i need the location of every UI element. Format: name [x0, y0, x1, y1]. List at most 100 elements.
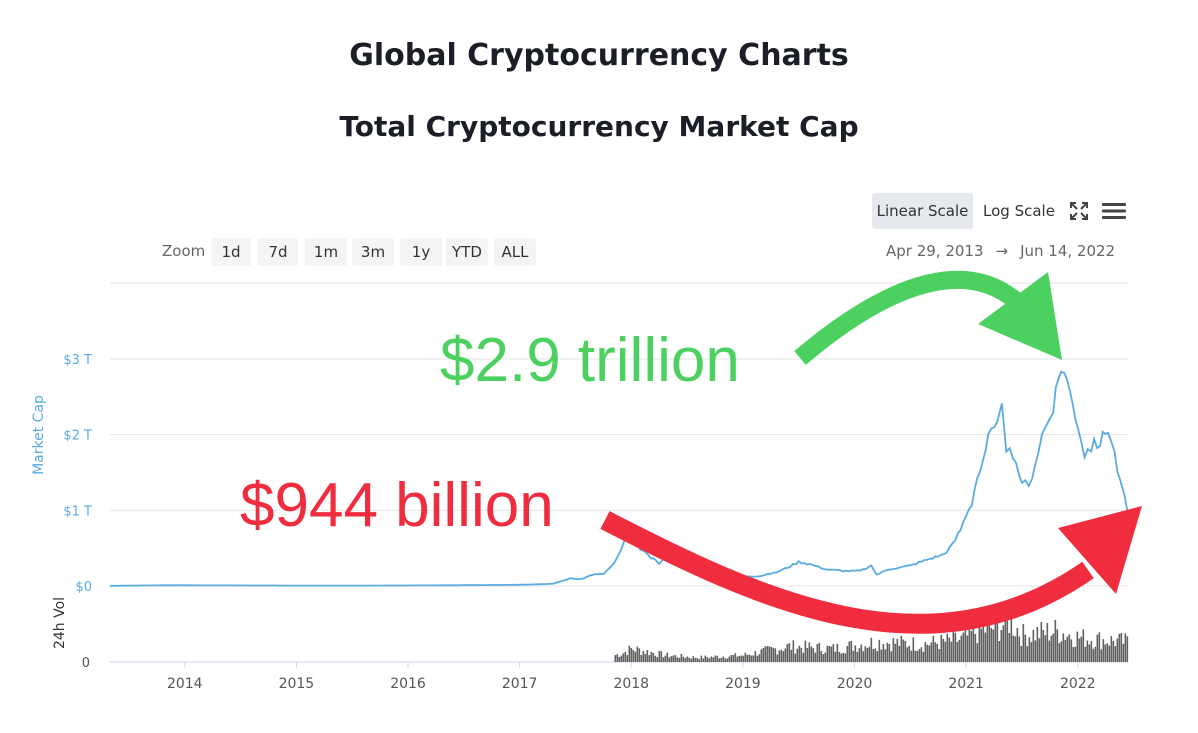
volume-bar [1096, 634, 1099, 662]
volume-bar [672, 655, 675, 662]
volume-bar [644, 653, 647, 662]
volume-bar [964, 628, 967, 662]
volume-axis-title: 24h Vol [52, 597, 68, 649]
volume-bar [1108, 645, 1111, 662]
volume-bar [990, 628, 993, 662]
volume-bar [934, 642, 937, 662]
volume-bar [636, 646, 639, 662]
volume-bar [674, 655, 677, 662]
volume-bar [878, 639, 881, 662]
volume-bar [698, 659, 701, 662]
volume-bar [958, 640, 961, 662]
volume-bar [754, 651, 757, 662]
range-to[interactable]: Jun 14, 2022 [1020, 242, 1116, 260]
volume-bar [1110, 636, 1113, 662]
volume-bar [676, 657, 679, 662]
volume-bar [1086, 640, 1089, 662]
volume-bar [848, 641, 851, 662]
volume-bar [1052, 633, 1055, 662]
volume-bar [838, 651, 841, 662]
x-tick-label: 2015 [279, 676, 315, 692]
volume-bar [678, 657, 681, 662]
green-arrow-shaft [794, 270, 1021, 365]
zoom-button-1d[interactable]: 1d [211, 238, 251, 266]
linear-scale-button[interactable]: Linear Scale [872, 193, 973, 229]
volume-bar [858, 648, 861, 662]
volume-bar [1042, 629, 1045, 662]
volume-bar [778, 650, 781, 662]
volume-bar [704, 655, 707, 662]
volume-bar [924, 642, 927, 662]
volume-bar [1022, 623, 1025, 662]
volume-bar [1040, 621, 1043, 662]
range-from[interactable]: Apr 29, 2013 [886, 242, 984, 260]
volume-bar [920, 647, 923, 662]
volume-bar [700, 655, 703, 662]
volume-bar [968, 623, 971, 662]
volume-bar [616, 654, 619, 662]
volume-bar [1062, 633, 1065, 662]
volume-bar [722, 656, 725, 662]
volume-bar [788, 643, 791, 662]
zoom-button-all[interactable]: ALL [494, 238, 536, 266]
volume-bar [706, 657, 709, 662]
log-scale-button[interactable]: Log Scale [983, 202, 1055, 220]
volume-bar [908, 645, 911, 662]
volume-bar [888, 644, 891, 662]
volume-bar [642, 650, 645, 662]
volume-bar [1102, 639, 1105, 662]
hamburger-menu-icon[interactable] [1098, 195, 1130, 227]
zoom-button-7d[interactable]: 7d [258, 238, 298, 266]
volume-bar [660, 651, 663, 662]
volume-bar [966, 635, 969, 662]
volume-bar [864, 646, 867, 662]
volume-bar [638, 648, 641, 662]
volume-bar [1012, 635, 1015, 662]
volume-bar [716, 655, 719, 662]
volume-bar [1000, 630, 1003, 662]
volume-bar [984, 632, 987, 662]
volume-bar [1112, 640, 1115, 662]
zoom-button-1y[interactable]: 1y [400, 238, 442, 266]
volume-bar [840, 653, 843, 662]
zoom-button-1m[interactable]: 1m [305, 238, 347, 266]
volume-bar [872, 649, 875, 662]
volume-bar [774, 648, 777, 662]
y-axis-title: Market Cap [31, 395, 47, 475]
volume-bar [718, 658, 721, 662]
volume-bar [900, 635, 903, 662]
zoom-button-3m[interactable]: 3m [352, 238, 394, 266]
volume-bar [762, 647, 765, 662]
chart-title: Total Cryptocurrency Market Cap [339, 110, 859, 143]
volume-bar [740, 655, 743, 662]
volume-bar [624, 651, 627, 662]
volume-bar [792, 640, 795, 662]
volume-bar [810, 646, 813, 662]
volume-bar [1076, 631, 1079, 662]
volume-bar [808, 642, 811, 662]
volume-bar [998, 641, 1001, 662]
volume-bar [820, 651, 823, 662]
volume-bar [856, 651, 859, 662]
volume-bar [1118, 633, 1121, 662]
volume-bar [1098, 632, 1101, 662]
volume-bar [664, 655, 667, 662]
zoom-button-ytd[interactable]: YTD [446, 238, 488, 266]
volume-bar [1094, 646, 1097, 662]
volume-bar [850, 640, 853, 662]
volume-bar [726, 658, 729, 662]
fullscreen-icon[interactable] [1063, 195, 1095, 227]
volume-bar [832, 644, 835, 662]
volume-bar [942, 638, 945, 662]
volume-bar [1078, 638, 1081, 662]
volume-bar [994, 615, 997, 662]
volume-bar [874, 648, 877, 662]
volume-bar [834, 651, 837, 662]
volume-bar [628, 645, 631, 662]
volume-bar [634, 651, 637, 662]
volume-bar [826, 645, 829, 662]
volume-bar [776, 654, 779, 662]
volume-bar [746, 654, 749, 662]
volume-bar [686, 656, 689, 662]
